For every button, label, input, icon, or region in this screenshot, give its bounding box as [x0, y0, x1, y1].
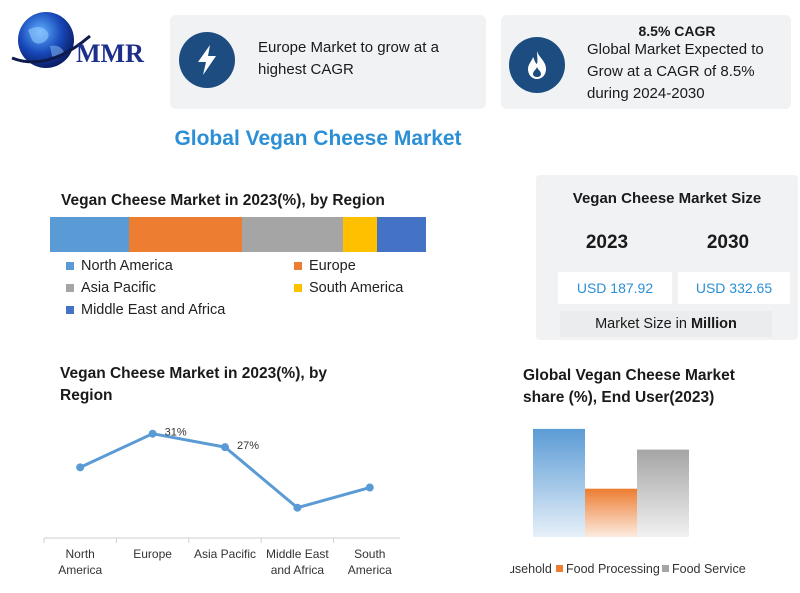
cagr-title: 8.5% CAGR	[638, 23, 716, 39]
x-tick-label-south-america: South America	[348, 547, 392, 577]
year-2023: 2023	[585, 232, 629, 253]
data-label-europe: 31%	[165, 427, 187, 439]
region-line-chart: North America 31% Europe 27% Asia Pacific Midd…	[43, 427, 400, 577]
x-tick-label-middle-east-and-africa: Middle East and Africa	[266, 547, 329, 577]
legend-swatch	[294, 284, 302, 292]
bar-household	[533, 428, 585, 537]
data-point-north-america	[76, 463, 85, 472]
end-user-bar-chart: Household Food Processing Food Service	[510, 428, 746, 576]
legend-item-north-america: North America	[66, 258, 173, 274]
bar-food-service	[637, 449, 689, 537]
lightning-bolt-icon	[179, 32, 235, 88]
region-bar-title: Vegan Cheese Market in 2023(%), by Regio…	[61, 192, 385, 209]
svg-text:MMR: MMR	[76, 39, 144, 68]
bar-segment-north-america	[50, 217, 129, 252]
end-user-chart-title: Global Vegan Cheese Market share (%), En…	[523, 367, 735, 406]
legend-label-food-processing: Food Processing	[566, 562, 660, 576]
line-chart-title: Vegan Cheese Market in 2023(%), by Regio…	[60, 365, 328, 404]
legend-swatch-food-service	[662, 565, 669, 572]
bar-segment-asia-pacific	[241, 217, 344, 252]
unit-prefix: Market Size in	[595, 316, 687, 332]
market-size-title: Vegan Cheese Market Size	[572, 190, 762, 207]
legend-label: South America	[309, 280, 404, 296]
bar-segment-middle-east-and-africa	[377, 217, 426, 252]
legend-swatch	[66, 262, 74, 270]
europe-cagr-card: Europe Market to grow at a highest CAGR	[170, 15, 486, 109]
unit-label: Million	[690, 316, 737, 332]
legend-item-europe: Europe	[294, 258, 356, 274]
legend-swatch	[66, 306, 74, 314]
page-title: Global Vegan Cheese Market	[174, 127, 462, 150]
legend-item-asia-pacific: Asia Pacific	[66, 280, 156, 296]
bar-food-processing	[585, 488, 637, 537]
mmr-logo: MMR	[8, 6, 168, 76]
legend-label: Asia Pacific	[81, 280, 156, 296]
legend-label-household: Household	[510, 562, 552, 576]
market-size-2030-value: USD 332.65	[678, 272, 790, 304]
x-tick-label-north-america: North America	[58, 547, 102, 577]
bar-segment-south-america	[343, 217, 378, 252]
global-cagr-text: Global Market Expected to Grow at a CAGR…	[587, 41, 764, 102]
x-tick-label-europe: Europe	[133, 547, 172, 561]
legend-label-food-service: Food Service	[672, 562, 746, 576]
data-label-asia-pacific: 27%	[237, 440, 259, 452]
global-cagr-card: 8.5% CAGR Global Market Expected to Grow…	[501, 15, 791, 109]
legend-item-south-america: South America	[294, 280, 403, 296]
market-size-unit: Market Size in Million	[560, 311, 772, 337]
data-point-south-america	[365, 483, 374, 492]
legend-swatch-food-processing	[556, 565, 563, 572]
year-2030: 2030	[706, 232, 750, 253]
data-point-middle-east-and-africa	[293, 503, 302, 512]
data-point-asia-pacific	[221, 443, 229, 452]
market-size-2023-value: USD 187.92	[558, 272, 672, 304]
legend-label: North America	[81, 258, 173, 274]
europe-cagr-text: Europe Market to grow at a highest CAGR	[258, 39, 439, 78]
region-stacked-bar	[50, 217, 426, 252]
legend-item-middle-east-and-africa: Middle East and Africa	[66, 302, 225, 318]
legend-label: Europe	[309, 258, 356, 274]
legend-swatch	[66, 284, 74, 292]
legend-label: Middle East and Africa	[81, 302, 226, 318]
data-point-europe	[148, 429, 157, 438]
legend-swatch	[294, 262, 302, 270]
bar-segment-europe	[128, 217, 242, 252]
flame-icon	[509, 37, 565, 93]
x-tick-label-asia-pacific: Asia Pacific	[194, 547, 256, 561]
market-size-panel: Vegan Cheese Market Size 2023 2030 USD 1…	[536, 175, 798, 340]
